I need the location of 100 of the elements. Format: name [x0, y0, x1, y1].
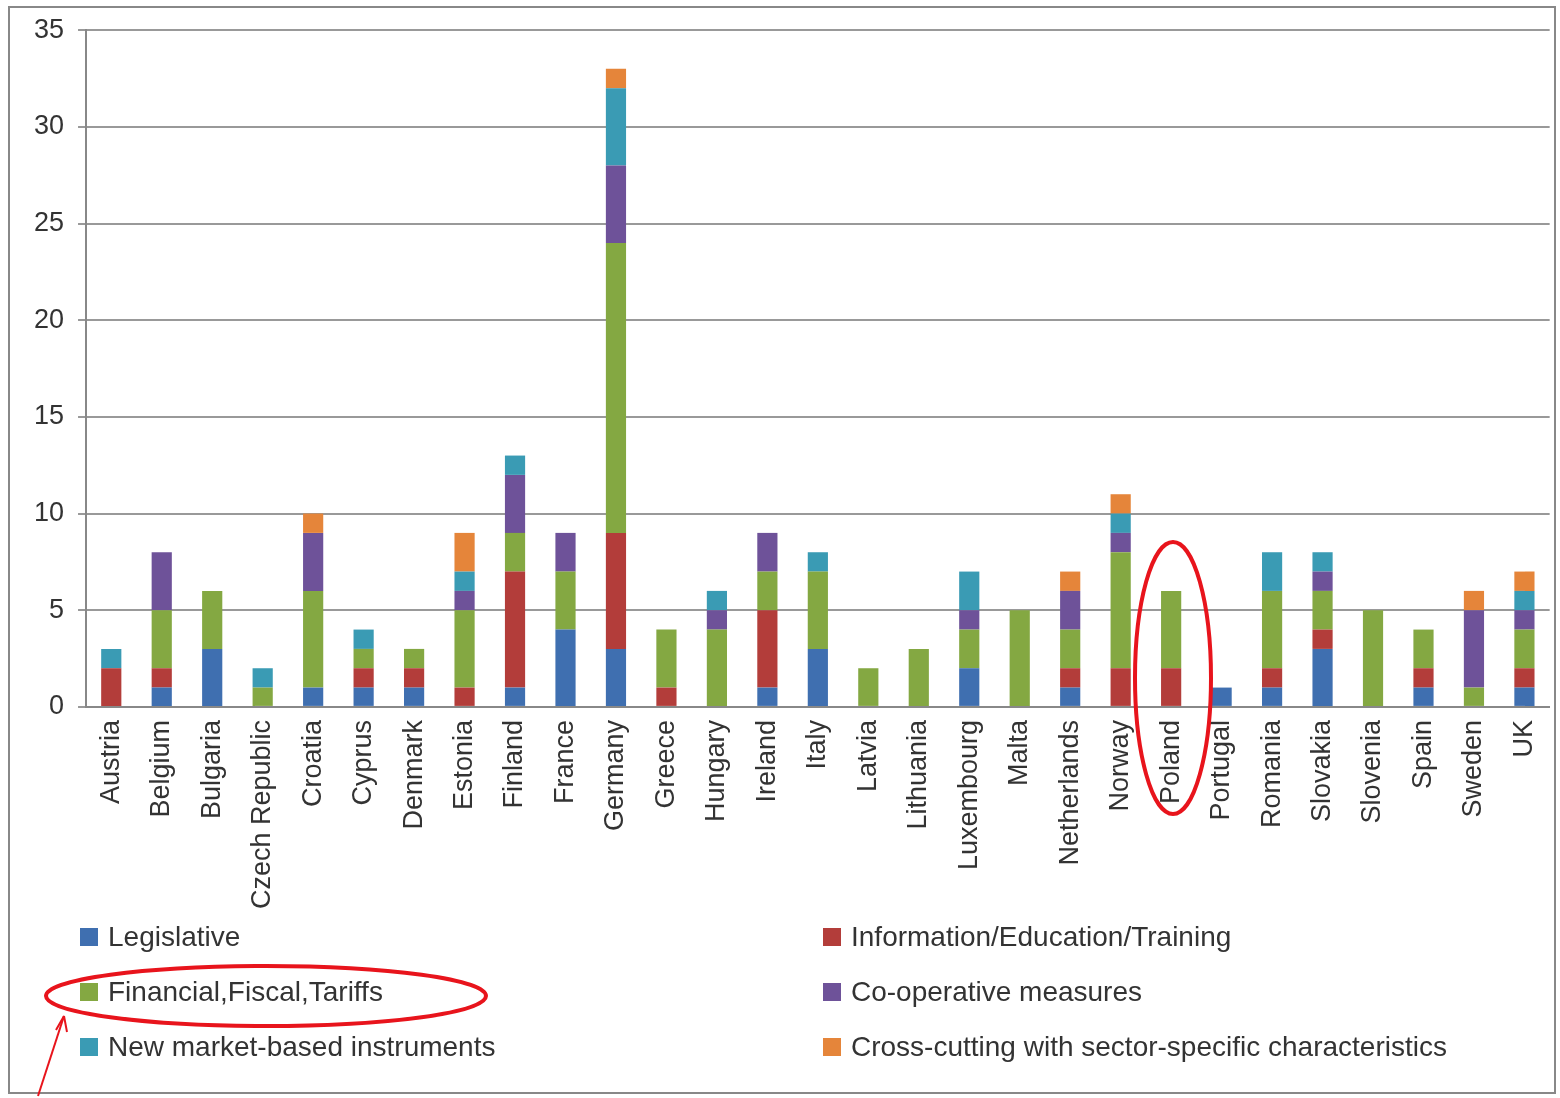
- bar: [1463, 687, 1485, 706]
- legend-label: Cross-cutting with sector-specific characteristics: [851, 1030, 1447, 1063]
- bar: [353, 648, 374, 669]
- x-tick-label: Romania: [1255, 718, 1286, 828]
- bar: [807, 571, 828, 649]
- x-tick-label: Belgium: [145, 719, 176, 818]
- bar: [656, 687, 677, 706]
- bar: [1009, 610, 1030, 706]
- bar: [1261, 668, 1283, 688]
- bar: [1312, 552, 1333, 572]
- y-tick-label: 35: [33, 13, 65, 44]
- y-tick-label: 30: [33, 110, 65, 141]
- bar: [555, 571, 576, 630]
- bar: [1110, 513, 1131, 533]
- x-tick-label: France: [548, 719, 579, 804]
- bar: [1413, 668, 1434, 688]
- bar: [1413, 687, 1434, 706]
- x-tick-label: Norway: [1104, 719, 1135, 812]
- bar: [454, 571, 475, 591]
- x-tick-label: Ireland: [750, 719, 781, 803]
- bar: [1060, 571, 1081, 591]
- bar: [605, 648, 627, 706]
- bar: [1060, 687, 1081, 706]
- y-tick-label: 10: [33, 497, 65, 528]
- legend-label: Legislative: [108, 920, 241, 953]
- bar: [454, 687, 475, 706]
- legend-label: New market-based instruments: [108, 1030, 496, 1063]
- y-tick-label: 5: [49, 593, 65, 624]
- bar: [656, 629, 677, 688]
- bar: [1060, 629, 1081, 669]
- x-tick-label: Slovenia: [1356, 718, 1387, 824]
- bar: [959, 610, 980, 630]
- y-tick-label: 25: [33, 207, 65, 237]
- bar: [807, 648, 828, 706]
- x-tick-label: Sweden: [1457, 719, 1488, 818]
- bar: [151, 610, 172, 669]
- x-tick-label: Germany: [599, 719, 630, 831]
- bar: [1312, 590, 1333, 630]
- bar: [454, 590, 475, 611]
- bar: [151, 687, 172, 706]
- bar: [858, 668, 879, 706]
- bar: [504, 532, 526, 572]
- bar: [605, 68, 627, 89]
- bar: [403, 668, 425, 688]
- x-tick-label: Croatia: [296, 718, 327, 807]
- bar: [1261, 687, 1283, 706]
- bar: [706, 610, 727, 630]
- bar: [908, 648, 929, 706]
- x-tick-label: Hungary: [700, 719, 731, 822]
- x-tick-label: Latvia: [851, 718, 882, 792]
- x-tick-label: Poland: [1154, 719, 1185, 804]
- y-tick-label: 15: [33, 400, 65, 431]
- bar: [1514, 629, 1535, 669]
- bar: [605, 88, 627, 166]
- x-tick-label: Finland: [498, 719, 529, 809]
- bar: [959, 668, 980, 706]
- bar: [252, 668, 273, 688]
- bar: [1110, 494, 1131, 514]
- x-tick-label: Portugal: [1205, 719, 1236, 821]
- bar: [1060, 668, 1081, 688]
- bar: [1110, 532, 1131, 553]
- x-tick-label: Czech Republic: [246, 719, 277, 909]
- bar: [353, 687, 374, 706]
- bar: [555, 532, 576, 572]
- x-tick-label: Cyprus: [347, 719, 378, 806]
- bar: [454, 610, 475, 688]
- bar: [1211, 687, 1232, 706]
- bar: [403, 687, 425, 706]
- x-tick-label: Estonia: [448, 718, 479, 810]
- bar: [1463, 610, 1485, 688]
- bar: [959, 571, 980, 611]
- legend-label: Co-operative measures: [851, 975, 1143, 1008]
- bar: [706, 629, 727, 706]
- bar: [1060, 590, 1081, 630]
- bar: [555, 629, 576, 706]
- bar: [151, 668, 172, 688]
- bar: [1514, 687, 1535, 706]
- bar: [202, 590, 223, 649]
- bar: [303, 513, 324, 533]
- bar: [1514, 610, 1535, 630]
- bar: [403, 648, 425, 669]
- bar: [605, 532, 627, 649]
- bar: [303, 532, 324, 591]
- bar: [1312, 571, 1333, 591]
- bar: [504, 474, 526, 533]
- bar: [1514, 571, 1535, 591]
- x-tick-label: Malta: [1003, 718, 1034, 786]
- bar: [151, 552, 172, 611]
- x-tick-label: Slovakia: [1306, 718, 1336, 822]
- bar: [1261, 552, 1283, 591]
- bar: [101, 648, 122, 669]
- bar: [454, 532, 475, 572]
- bar: [1161, 590, 1182, 669]
- bar: [605, 242, 627, 533]
- bar: [1110, 552, 1131, 669]
- bar: [1110, 668, 1131, 706]
- bar: [1312, 629, 1333, 649]
- bar: [1413, 629, 1434, 669]
- bar: [605, 165, 627, 243]
- bar: [353, 629, 374, 649]
